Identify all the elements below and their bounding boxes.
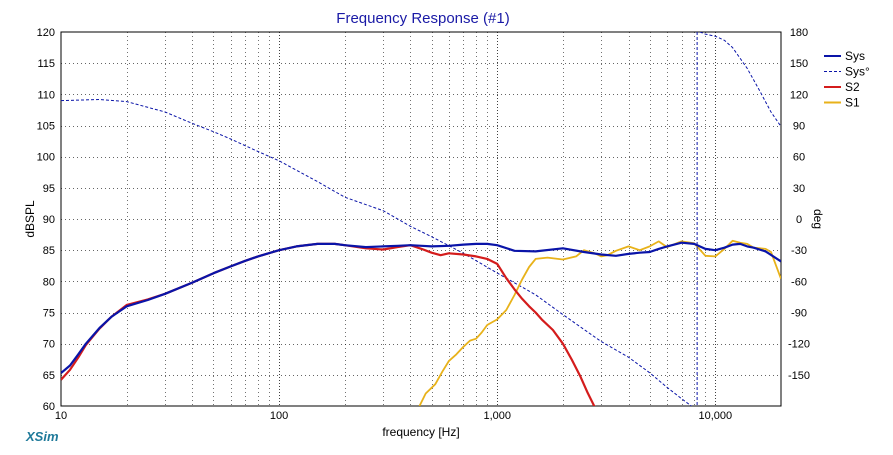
series-line-sys-phase	[61, 32, 781, 406]
legend-label: S2	[845, 80, 860, 94]
y-tick-label: 65	[43, 370, 55, 382]
y-axis-ticks: 60 65 70 75 80 85 90 95 100 105 110 115 120	[37, 27, 55, 413]
y2-tick-label: -120	[788, 339, 810, 351]
legend-label: Sys°	[845, 65, 870, 79]
y2-axis-ticks: 180 150 120 90 60 30 0 -30 -60 -90 -120 -150	[788, 27, 810, 382]
legend-label: S1	[845, 96, 860, 110]
x-tick-label: 100	[270, 410, 288, 422]
y-tick-label: 105	[37, 121, 55, 133]
y-tick-label: 90	[43, 214, 55, 226]
y2-tick-label: 90	[793, 121, 805, 133]
y2-tick-label: -60	[791, 276, 807, 288]
y-tick-label: 80	[43, 276, 55, 288]
y-tick-label: 110	[37, 89, 55, 101]
series-line-sys	[61, 241, 781, 374]
y-tick-label: 60	[43, 401, 55, 413]
x-tick-label: 10,000	[699, 410, 733, 422]
y-tick-label: 120	[37, 27, 55, 39]
y2-tick-label: 0	[796, 214, 802, 226]
y2-tick-label: -150	[788, 370, 810, 382]
y-tick-label: 85	[43, 245, 55, 257]
x-axis-ticks: 10 100 1,000 10,000	[55, 410, 732, 422]
y-tick-label: 115	[37, 58, 55, 70]
y2-tick-label: -90	[791, 308, 807, 320]
x-tick-label: 1,000	[483, 410, 511, 422]
y-tick-label: 100	[37, 152, 55, 164]
legend: Sys Sys°S2 S1	[824, 49, 870, 110]
x-axis-title: frequency [Hz]	[382, 425, 459, 439]
y2-tick-label: 120	[790, 89, 808, 101]
legend-label: Sys	[845, 49, 865, 63]
y2-tick-label: 60	[793, 152, 805, 164]
y-tick-label: 70	[43, 339, 55, 351]
series-lines	[61, 32, 781, 406]
y2-tick-label: -30	[791, 245, 807, 257]
y2-tick-label: 150	[790, 58, 808, 70]
x-tick-label: 10	[55, 410, 67, 422]
chart-title: Frequency Response (#1)	[336, 10, 509, 27]
y-tick-label: 95	[43, 183, 55, 195]
y2-tick-label: 30	[793, 183, 805, 195]
y-axis-title: dBSPL	[23, 200, 37, 238]
y2-tick-label: 180	[790, 27, 808, 39]
y2-axis-title: deg	[811, 209, 825, 229]
y-tick-label: 75	[43, 308, 55, 320]
brand-logo-text: XSim	[25, 429, 59, 444]
grid-lines	[61, 32, 781, 406]
